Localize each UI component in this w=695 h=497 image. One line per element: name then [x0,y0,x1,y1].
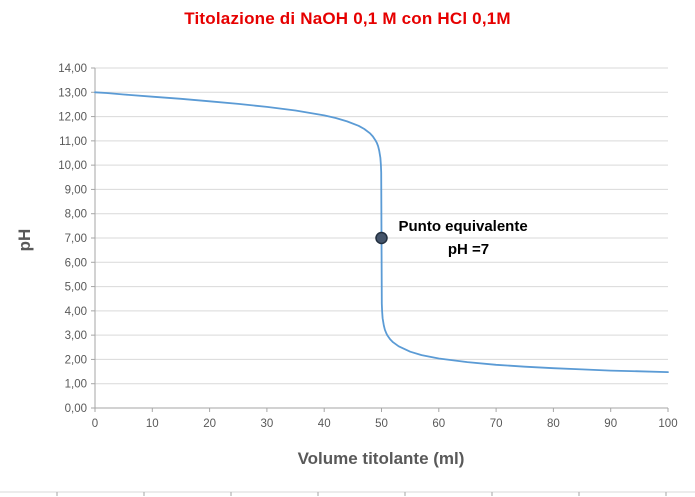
y-tick-label: 1,00 [65,379,87,391]
x-tick-label: 50 [375,418,388,430]
y-tick-label: 12,00 [58,112,87,124]
x-tick-label: 90 [604,418,617,430]
y-tick-label: 11,00 [59,136,87,148]
chart-title: Titolazione di NaOH 0,1 M con HCl 0,1M [184,9,511,28]
x-tick-label: 0 [92,418,98,430]
x-tick-label: 80 [547,418,560,430]
titration-curve [94,91,669,374]
annotation-line-1: Punto equivalente [399,218,528,235]
x-tick-label: 60 [432,418,445,430]
y-tick-label: 4,00 [65,306,87,318]
y-tick-label: 13,00 [58,87,87,99]
y-axis-title: pH [15,229,34,252]
equivalence-point-marker [375,231,388,245]
y-tick-label: 2,00 [65,354,87,366]
x-tick-label: 10 [146,418,159,430]
x-axis-title: Volume titolante (ml) [298,449,465,468]
y-tick-label: 9,00 [65,184,87,196]
y-tick-label: 6,00 [65,257,87,269]
y-tick-label: 10,00 [58,160,87,172]
x-tick-label: 70 [490,418,503,430]
x-tick-label: 40 [318,418,331,430]
annotation-line-2: pH =7 [448,241,489,258]
y-tick-label: 3,00 [65,330,87,342]
x-tick-label: 100 [658,418,677,430]
y-tick-label: 8,00 [65,209,87,221]
x-tick-label: 20 [203,418,216,430]
y-tick-label: 7,00 [65,233,87,245]
y-tick-label: 5,00 [65,282,87,294]
x-tick-label: 30 [261,418,274,430]
y-tick-label: 14,00 [58,63,87,75]
y-tick-label: 0,00 [65,403,87,415]
